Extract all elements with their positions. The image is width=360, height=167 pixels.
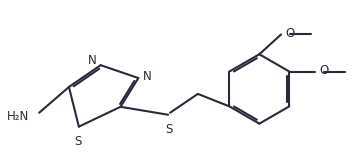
Text: H₂N: H₂N — [7, 110, 29, 123]
Text: N: N — [88, 54, 97, 67]
Text: S: S — [74, 135, 82, 148]
Text: N: N — [143, 70, 152, 82]
Text: S: S — [165, 123, 173, 136]
Text: O: O — [319, 64, 328, 77]
Text: O: O — [285, 27, 294, 40]
